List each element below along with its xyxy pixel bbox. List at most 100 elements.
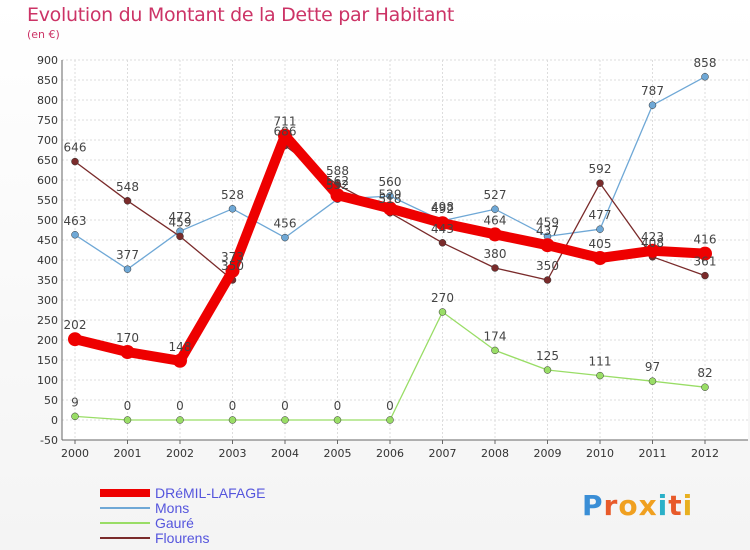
series-1-label-9: 459 <box>536 215 559 229</box>
series-2-point-10 <box>596 371 604 380</box>
series-3-label-5: 588 <box>326 164 349 178</box>
series-0-label-1: 170 <box>116 331 139 345</box>
series-1-label-3: 528 <box>221 188 244 202</box>
chart-title: Evolution du Montant de la Dette par Hab… <box>27 4 455 26</box>
series-2-label-4: 0 <box>281 399 289 413</box>
x-tick-label-7: 2007 <box>429 447 457 460</box>
series-2-point-1 <box>123 416 132 424</box>
legend-swatch-dremil <box>100 489 150 497</box>
series-0-point-12 <box>698 246 712 261</box>
y-tick-label-14: 650 <box>37 154 58 167</box>
series-3-label-0: 646 <box>64 141 87 155</box>
series-0-label-11: 423 <box>641 230 664 244</box>
series-1-point-0 <box>71 231 79 239</box>
series-2-label-2: 0 <box>176 399 184 413</box>
series-2-point-6 <box>386 416 394 424</box>
y-tick-label-3: 100 <box>37 374 58 387</box>
legend-item-dremil: DRéMIL-LAFAGE <box>100 486 360 501</box>
series-0-label-4: 711 <box>274 115 297 129</box>
logo-letter-3: x <box>638 489 658 522</box>
series-3-label-3: 350 <box>221 259 244 273</box>
series-3-label-9: 350 <box>536 259 559 273</box>
series-1-point-4 <box>281 233 289 242</box>
x-tick-label-11: 2011 <box>639 447 667 460</box>
legend-item-gaure: Gauré <box>100 516 360 531</box>
series-2-label-6: 0 <box>386 399 394 413</box>
series-0-point-6 <box>383 201 397 216</box>
legend-label-gaure: Gauré <box>155 515 194 531</box>
series-0-point-10 <box>593 251 607 265</box>
series-0-point-9 <box>540 238 555 253</box>
x-tick-label-3: 2003 <box>219 447 247 460</box>
series-2-label-5: 0 <box>334 399 342 413</box>
series-2-label-9: 125 <box>536 349 559 363</box>
y-tick-label-1: 0 <box>51 414 58 427</box>
series-0-label-6: 529 <box>379 187 402 201</box>
legend-label-dremil: DRéMIL-LAFAGE <box>155 485 266 501</box>
series-3-point-1 <box>123 197 132 205</box>
logo-letter-0: P <box>582 489 604 522</box>
series-0-label-9: 437 <box>536 224 559 238</box>
y-tick-label-6: 250 <box>37 314 58 327</box>
x-tick-label-9: 2009 <box>534 447 562 460</box>
series-0-label-7: 492 <box>431 202 454 216</box>
series-0-label-5: 562 <box>326 174 349 188</box>
x-tick-label-4: 2004 <box>271 447 299 460</box>
y-tick-label-10: 450 <box>37 234 58 247</box>
series-1-label-1: 377 <box>116 248 139 262</box>
series-1-label-4: 456 <box>274 217 297 231</box>
y-tick-label-19: 900 <box>37 54 58 67</box>
series-3-point-9 <box>543 276 552 284</box>
series-2-point-9 <box>543 366 552 374</box>
series-3-label-11: 408 <box>641 236 664 250</box>
series-1-point-11 <box>648 101 657 109</box>
logo-letter-1: r <box>603 489 619 522</box>
series-1-label-2: 472 <box>169 210 192 224</box>
series-3-label-2: 459 <box>169 215 192 229</box>
series-1-point-8 <box>491 205 499 213</box>
y-tick-label-16: 750 <box>37 114 58 127</box>
series-0-point-2 <box>173 353 187 368</box>
series-3-point-7 <box>438 239 447 247</box>
series-2-point-4 <box>281 416 289 424</box>
series-0-label-12: 416 <box>694 233 717 247</box>
y-tick-label-12: 550 <box>37 194 58 207</box>
x-tick-label-6: 2006 <box>376 447 404 460</box>
y-tick-label-4: 150 <box>37 354 58 367</box>
series-3-point-8 <box>491 264 499 272</box>
series-0-label-2: 148 <box>169 340 192 354</box>
series-1-label-0: 463 <box>64 214 87 228</box>
series-3-point-2 <box>176 232 184 241</box>
series-2-label-10: 111 <box>589 355 612 369</box>
logo-letter-2: o <box>618 489 639 522</box>
legend-item-flourens: Flourens <box>100 531 360 546</box>
series-2-label-11: 97 <box>645 360 660 374</box>
series-0-label-10: 405 <box>589 237 612 251</box>
series-3-point-12 <box>701 271 709 280</box>
series-2-point-3 <box>228 416 237 424</box>
logo-letter-6: i <box>682 489 694 522</box>
x-tick-label-5: 2005 <box>324 447 352 460</box>
x-tick-label-0: 2000 <box>61 447 89 460</box>
series-1-label-10: 477 <box>589 208 612 222</box>
legend-item-mons: Mons <box>100 501 360 516</box>
series-3-label-10: 592 <box>589 162 612 176</box>
series-1-label-7: 498 <box>431 200 454 214</box>
series-2-point-7 <box>438 308 447 316</box>
x-tick-label-12: 2012 <box>691 447 719 460</box>
series-1-label-11: 787 <box>641 84 664 98</box>
y-tick-label-18: 850 <box>37 74 58 87</box>
series-2-point-12 <box>701 383 709 391</box>
series-2-label-12: 82 <box>697 366 712 380</box>
logo-letter-4: i <box>657 489 669 522</box>
x-tick-label-2: 2002 <box>166 447 194 460</box>
series-3-label-4: 686 <box>274 125 297 139</box>
series-1-label-12: 858 <box>694 56 717 70</box>
series-3-point-10 <box>596 179 604 187</box>
legend-swatch-flourens <box>100 537 150 539</box>
series-2-label-8: 174 <box>484 329 507 343</box>
series-2-point-8 <box>491 346 499 355</box>
series-3-label-6: 518 <box>379 192 402 206</box>
series-3-label-8: 380 <box>484 247 507 261</box>
